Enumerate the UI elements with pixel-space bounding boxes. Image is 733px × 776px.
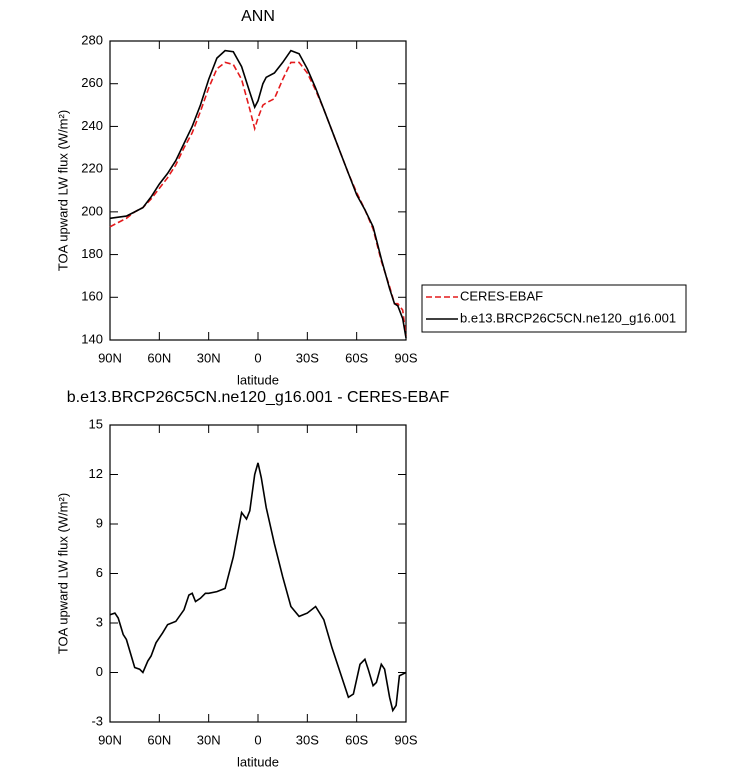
plot-frame bbox=[109, 424, 407, 723]
x-axis-label: latitude bbox=[237, 754, 279, 769]
y-tick-label: 160 bbox=[81, 289, 103, 304]
legend-label: b.e13.BRCP26C5CN.ne120_g16.001 bbox=[460, 310, 676, 325]
x-tick-label: 90S bbox=[394, 350, 417, 365]
y-tick-label: 0 bbox=[96, 664, 103, 679]
x-tick-label: 90S bbox=[394, 732, 417, 747]
chart-title: b.e13.BRCP26C5CN.ne120_g16.001 - CERES-E… bbox=[67, 389, 450, 406]
y-axis-label: TOA upward LW flux (W/m²) bbox=[55, 110, 70, 271]
y-tick-label: 180 bbox=[81, 246, 103, 261]
chart-title: ANN bbox=[241, 8, 275, 25]
x-tick-label: 60S bbox=[345, 350, 368, 365]
x-tick-label: 30S bbox=[296, 350, 319, 365]
y-tick-label: 12 bbox=[89, 466, 103, 481]
x-axis-label: latitude bbox=[237, 372, 279, 387]
y-tick-label: 200 bbox=[81, 203, 103, 218]
x-tick-label: 60S bbox=[345, 732, 368, 747]
y-tick-label: -3 bbox=[91, 713, 103, 728]
y-tick-label: 15 bbox=[89, 416, 103, 431]
x-tick-label: 60N bbox=[147, 350, 171, 365]
y-tick-label: 260 bbox=[81, 75, 103, 90]
y-tick-label: 280 bbox=[81, 32, 103, 47]
x-tick-label: 60N bbox=[147, 732, 171, 747]
y-tick-label: 140 bbox=[81, 331, 103, 346]
plot-frame bbox=[109, 40, 407, 341]
x-tick-label: 90N bbox=[98, 732, 122, 747]
y-tick-label: 9 bbox=[96, 515, 103, 530]
data-line bbox=[109, 462, 407, 713]
y-tick-label: 3 bbox=[96, 614, 103, 629]
x-tick-label: 30N bbox=[197, 732, 221, 747]
x-tick-label: 0 bbox=[254, 350, 261, 365]
y-axis-label: TOA upward LW flux (W/m²) bbox=[55, 493, 70, 654]
y-tick-label: 6 bbox=[96, 565, 103, 580]
legend-label: CERES-EBAF bbox=[460, 288, 543, 303]
x-tick-label: 30S bbox=[296, 732, 319, 747]
x-tick-label: 0 bbox=[254, 732, 261, 747]
data-line bbox=[109, 49, 407, 339]
x-tick-label: 90N bbox=[98, 350, 122, 365]
x-tick-label: 30N bbox=[197, 350, 221, 365]
legend-box bbox=[421, 284, 687, 333]
data-line bbox=[109, 61, 407, 336]
y-tick-label: 220 bbox=[81, 161, 103, 176]
y-tick-label: 240 bbox=[81, 118, 103, 133]
